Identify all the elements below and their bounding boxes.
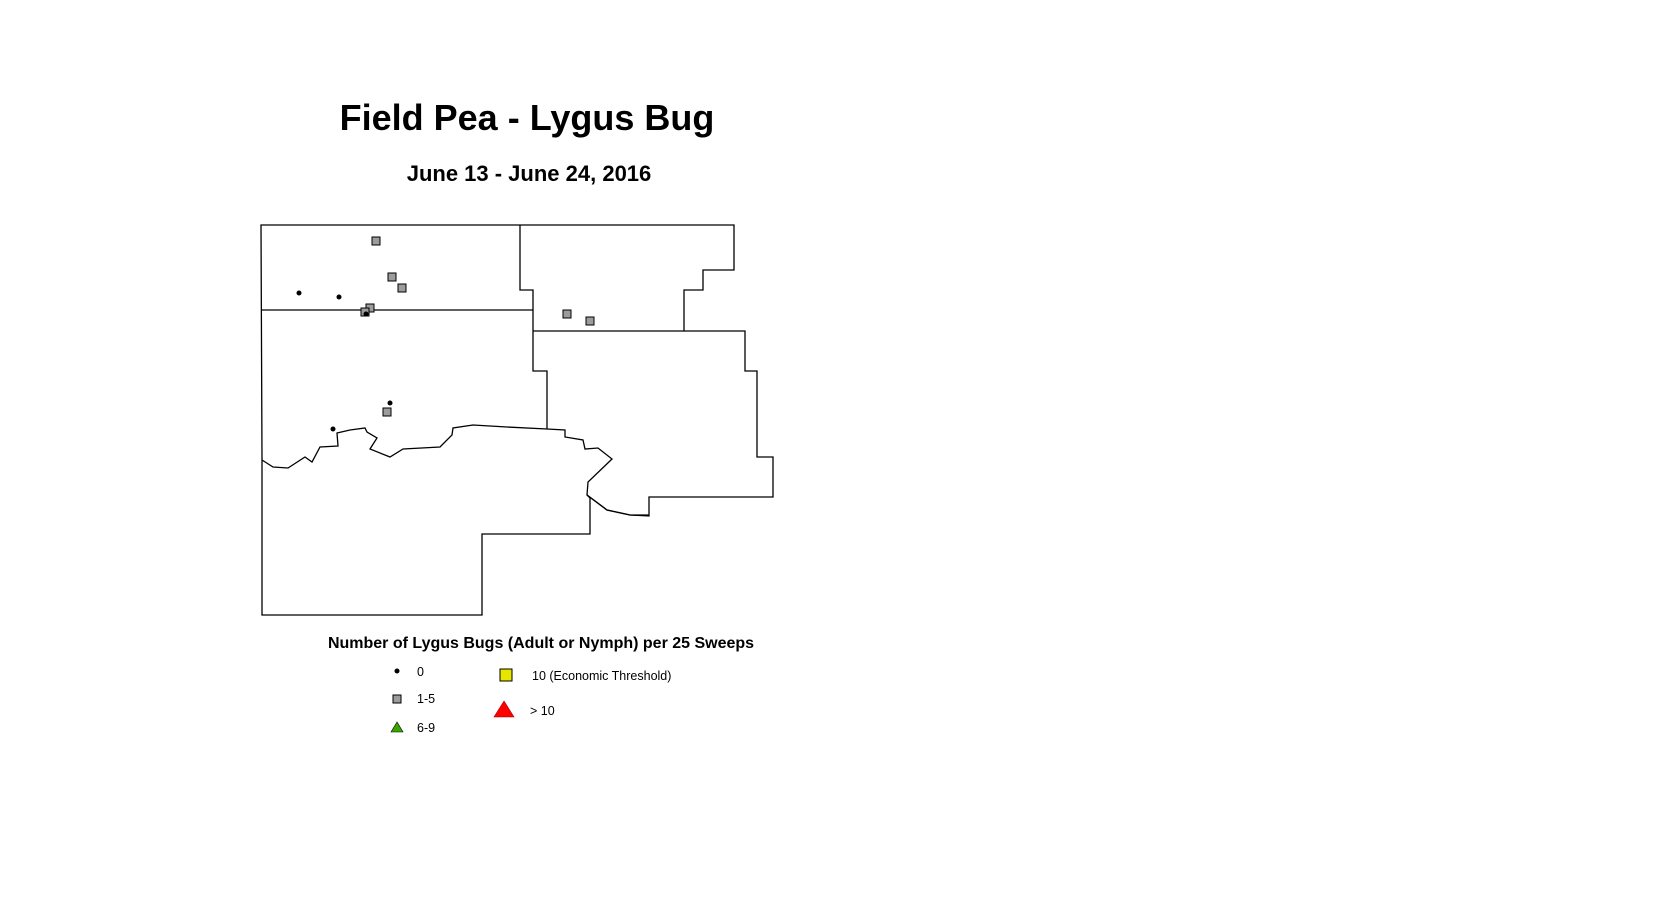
- legend-label-0: 0: [417, 665, 424, 679]
- county-line-center: [519, 225, 548, 429]
- legend-label-6-9: 6-9: [417, 721, 435, 735]
- legend-gray-square-icon: [392, 694, 402, 704]
- legend-label-over-10: > 10: [530, 704, 555, 718]
- site-marker-1-5: [371, 236, 381, 246]
- county-boundaries: [260, 224, 774, 616]
- site-marker-zero: [363, 311, 369, 317]
- legend-label-10: 10 (Economic Threshold): [532, 669, 671, 683]
- legend-yellow-square-icon: [499, 668, 513, 682]
- legend-green-triangle-icon: [390, 721, 404, 733]
- site-marker-1-5: [387, 272, 397, 282]
- legend-red-triangle-icon: [493, 700, 515, 718]
- legend: 0 1-5 6-9 10 (Economic Threshold) > 10: [390, 665, 671, 735]
- site-marker-1-5: [562, 309, 572, 319]
- site-marker-1-5: [585, 316, 595, 326]
- site-marker-zero: [387, 400, 393, 406]
- legend-title: Number of Lygus Bugs (Adult or Nymph) pe…: [328, 635, 754, 652]
- site-marker-1-5: [397, 283, 407, 293]
- site-marker-zero: [330, 426, 336, 432]
- river: [261, 424, 649, 516]
- site-marker-1-5: [382, 407, 392, 417]
- map-subtitle: June 13 - June 24, 2016: [407, 161, 652, 186]
- legend-label-1-5: 1-5: [417, 692, 435, 706]
- site-marker-zero: [296, 290, 302, 296]
- legend-dot-icon: [394, 668, 400, 674]
- site-marker-zero: [336, 294, 342, 300]
- map-title: Field Pea - Lygus Bug: [340, 97, 715, 138]
- sample-sites: [296, 236, 595, 432]
- outer-boundary: [260, 224, 774, 616]
